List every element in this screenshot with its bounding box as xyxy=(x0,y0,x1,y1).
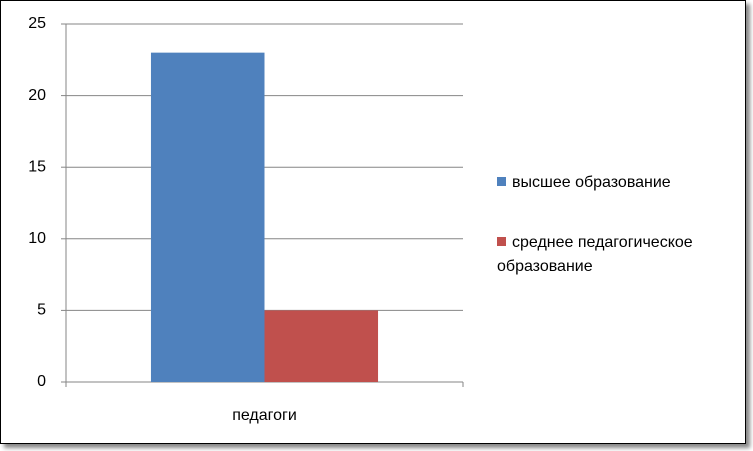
legend-label: среднее педагогическое образование xyxy=(497,234,693,275)
legend-swatch xyxy=(497,177,506,186)
legend-swatch xyxy=(497,237,506,246)
bar xyxy=(150,52,265,382)
y-tick-label: 5 xyxy=(37,302,46,319)
y-tick-label: 20 xyxy=(28,87,46,104)
y-tick-label: 0 xyxy=(37,373,46,390)
legend-label: высшее образование xyxy=(512,174,671,191)
legend-item: среднее педагогическое образование xyxy=(497,231,737,279)
y-tick-label: 10 xyxy=(28,230,46,247)
x-tick-label: педагоги xyxy=(232,407,297,424)
bar xyxy=(264,310,379,382)
y-tick-label: 15 xyxy=(28,158,46,175)
legend-item: высшее образование xyxy=(497,171,737,195)
y-tick-label: 25 xyxy=(28,15,46,32)
